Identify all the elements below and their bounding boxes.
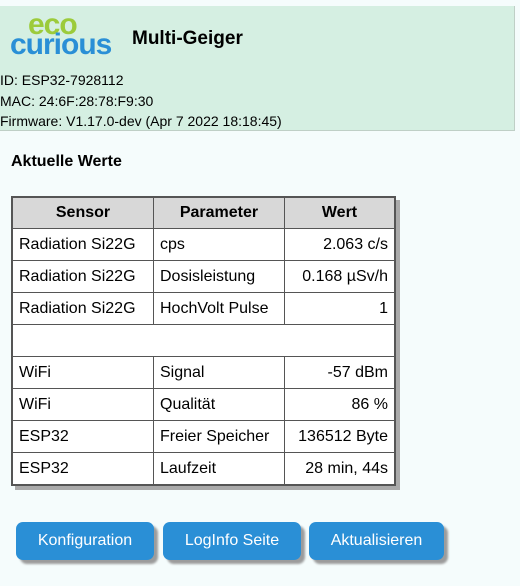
cell-value: 28 min, 44s <box>284 452 396 486</box>
cell-value: 0.168 µSv/h <box>284 260 396 293</box>
cell-value: 2.063 c/s <box>284 228 396 261</box>
loginfo-button[interactable]: LogInfo Seite <box>163 522 301 560</box>
cell-sensor: Radiation Si22G <box>11 292 154 325</box>
cell-parameter: Signal <box>153 356 285 389</box>
aktualisieren-button[interactable]: Aktualisieren <box>309 522 444 560</box>
konfiguration-button[interactable]: Konfiguration <box>16 522 154 560</box>
table-row: ESP32 Freier Speicher 136512 Byte <box>11 420 396 453</box>
table-row: WiFi Qualität 86 % <box>11 388 396 421</box>
cell-sensor: Radiation Si22G <box>11 228 154 261</box>
cell-value: -57 dBm <box>284 356 396 389</box>
section-title: Aktuelle Werte <box>11 153 122 170</box>
values-table-wrapper: Sensor Parameter Wert Radiation Si22G cp… <box>11 196 396 486</box>
cell-sensor: ESP32 <box>11 452 154 486</box>
cell-sensor: WiFi <box>11 356 154 389</box>
values-table: Sensor Parameter Wert Radiation Si22G cp… <box>11 196 396 486</box>
logo-eco-text: eco <box>28 8 78 41</box>
device-mac: MAC: 24:6F:28:78:F9:30 <box>0 93 154 109</box>
app-title: Multi-Geiger <box>132 28 243 49</box>
column-header-parameter: Parameter <box>153 196 285 229</box>
cell-sensor: WiFi <box>11 388 154 421</box>
cell-parameter: cps <box>153 228 285 261</box>
cell-sensor: ESP32 <box>11 420 154 453</box>
cell-parameter: Freier Speicher <box>153 420 285 453</box>
table-row: WiFi Signal -57 dBm <box>11 356 396 389</box>
logo-curious-text: curious <box>10 28 112 61</box>
cell-parameter: HochVolt Pulse <box>153 292 285 325</box>
spacer-cell <box>11 324 396 357</box>
cell-value: 86 % <box>284 388 396 421</box>
table-spacer-row <box>11 324 396 357</box>
cell-parameter: Dosisleistung <box>153 260 285 293</box>
table-row: Radiation Si22G HochVolt Pulse 1 <box>11 292 396 325</box>
cell-value: 136512 Byte <box>284 420 396 453</box>
cell-parameter: Laufzeit <box>153 452 285 486</box>
header-panel: eco curious Multi-Geiger ID: ESP32-79281… <box>0 6 515 131</box>
cell-value: 1 <box>284 292 396 325</box>
cell-sensor: Radiation Si22G <box>11 260 154 293</box>
device-id: ID: ESP32-7928112 <box>0 72 124 88</box>
table-header-row: Sensor Parameter Wert <box>11 196 396 229</box>
column-header-sensor: Sensor <box>11 196 154 229</box>
column-header-wert: Wert <box>284 196 396 229</box>
table-row: ESP32 Laufzeit 28 min, 44s <box>11 452 396 486</box>
table-row: Radiation Si22G Dosisleistung 0.168 µSv/… <box>11 260 396 293</box>
cell-parameter: Qualität <box>153 388 285 421</box>
ecocurious-logo: eco curious <box>10 8 122 62</box>
firmware-version: Firmware: V1.17.0-dev (Apr 7 2022 18:18:… <box>0 113 282 129</box>
table-row: Radiation Si22G cps 2.063 c/s <box>11 228 396 261</box>
